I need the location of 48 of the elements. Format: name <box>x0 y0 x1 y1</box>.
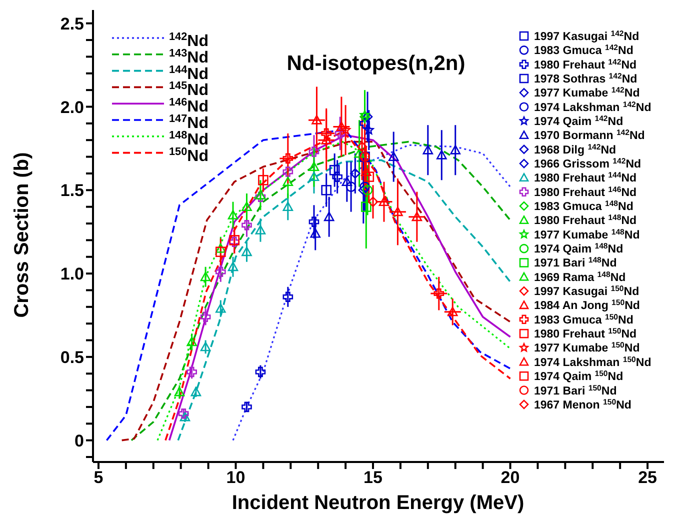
legend-label: $^{148}$Nd <box>169 129 208 148</box>
legend-label: 1984 An Jong $^{150}$Nd <box>534 298 640 312</box>
legend-label: 1969 Rama $^{148}$Nd <box>534 269 626 284</box>
y-tick-label: 0.5 <box>60 348 84 367</box>
x-tick-label: 5 <box>94 468 104 488</box>
x-tick-label: 10 <box>226 468 246 488</box>
legend-label: 1980 Frehaut $^{148}$Nd <box>534 212 637 228</box>
legend-label: $^{142}$Nd <box>169 31 208 50</box>
text: Nd-isotopes(n,2n) <box>286 52 466 75</box>
legend-label: 1974 Lakshman $^{142}$Nd <box>534 99 652 114</box>
legend-label: 1997 Kasugai $^{142}$Nd <box>534 28 640 43</box>
legend-label: 1971 Bari $^{150}$Nd <box>534 382 617 398</box>
legend-label: 1980 Frehaut $^{146}$Nd <box>534 184 637 199</box>
legend-label: 1977 Kumabe $^{150}$Nd <box>534 340 640 355</box>
legend-label: 1966 Grissom $^{142}$Nd <box>534 156 642 171</box>
legend-label: 1974 Qaim $^{150}$Nd <box>534 368 624 384</box>
legend-label: 1980 Frehaut $^{142}$Nd <box>534 56 637 72</box>
legend-label: 1977 Kumabe $^{142}$Nd <box>534 85 640 100</box>
x-axis-title: Incident Neutron Energy (MeV) <box>232 492 524 514</box>
legend-label: 1977 Kumabe $^{148}$Nd <box>534 226 640 242</box>
legend-label: 1967 Menon $^{150}$Nd <box>534 396 632 412</box>
legend-label: 1997 Kasugai $^{150}$Nd <box>534 284 640 298</box>
x-tick-label: 25 <box>638 468 657 488</box>
legend-label: $^{143}$Nd <box>169 47 208 66</box>
y-tick-label: 2.5 <box>60 14 84 34</box>
legend-label: 1978 Sothras $^{142}$Nd <box>534 71 638 86</box>
y-tick-label: 1.5 <box>60 181 84 200</box>
y-tick-label: 1.0 <box>60 264 84 284</box>
y-tick-label: 2.0 <box>60 98 84 117</box>
legend-label: $^{147}$Nd <box>169 113 208 132</box>
legend-label: $^{146}$Nd <box>169 96 208 116</box>
legend-label: 1983 Gmuca $^{150}$Nd <box>534 312 634 326</box>
y-tick-label: 0 <box>74 431 84 450</box>
y-axis-title: Cross Section (b) <box>11 152 33 318</box>
legend-label: 1968 Dilg $^{142}$Nd <box>534 142 616 156</box>
legend-label: 1974 Lakshman $^{150}$Nd <box>534 354 652 369</box>
x-tick-label: 15 <box>364 468 382 488</box>
legend-label: 1983 Gmuca $^{148}$Nd <box>534 198 634 214</box>
legend-label: 1970 Bormann $^{142}$Nd <box>534 128 645 142</box>
x-tick-label: 20 <box>500 468 520 488</box>
legend-label: 1971 Bari $^{148}$Nd <box>534 255 617 270</box>
legend-label: 1983 Gmuca $^{142}$Nd <box>534 42 634 58</box>
legend-label: 1980 Frehaut $^{144}$Nd <box>534 170 637 185</box>
legend-label: 1980 Frehaut $^{150}$Nd <box>534 326 637 341</box>
legend-label: $^{144}$Nd <box>169 64 208 83</box>
legend-label: 1974 Qaim $^{142}$Nd <box>534 114 624 128</box>
legend-label: 1974 Qaim $^{148}$Nd <box>534 241 624 256</box>
legend-label: $^{150}$Nd <box>169 146 208 165</box>
